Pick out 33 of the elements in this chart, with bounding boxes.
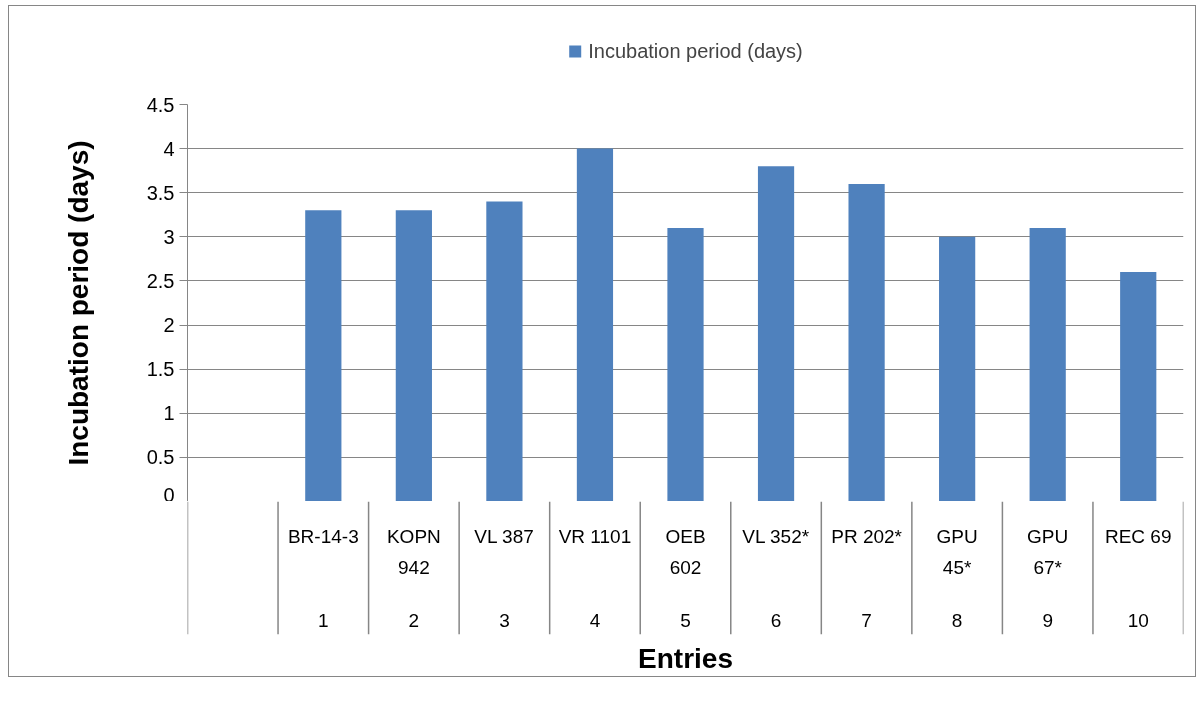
x-axis-title: Entries [638, 642, 733, 674]
y-tick-label: 1.5 [146, 358, 175, 381]
y-axis-title: Incubation period (days) [62, 140, 94, 466]
category-label: VR 1101 4 [558, 526, 632, 631]
y-tick-label: 0 [163, 483, 175, 506]
category-label: KOPN 942 2 [386, 526, 441, 631]
bar [1029, 228, 1066, 501]
category-label: VL 352* 6 [742, 526, 810, 631]
y-tick-label: 4.5 [146, 93, 175, 116]
y-tick-label: 2 [163, 314, 175, 337]
bar [757, 166, 795, 501]
legend-label: Incubation period (days) [588, 39, 803, 63]
bar [667, 228, 704, 501]
category-label: VL 387 3 [474, 526, 534, 631]
y-tick-label: 3 [163, 225, 175, 248]
bar [305, 210, 342, 501]
bar [486, 201, 523, 501]
bar [939, 236, 976, 501]
y-tick-label: 3.5 [146, 181, 175, 204]
category-label: GPU 67* 9 [1027, 526, 1069, 631]
category-label: PR 202* 7 [831, 526, 902, 631]
y-tick-label: 0.5 [146, 446, 175, 469]
y-tick-label: 1 [163, 402, 175, 425]
category-label: OEB 602 5 [665, 526, 706, 631]
category-label: REC 69 10 [1104, 526, 1172, 631]
bar [395, 210, 432, 501]
y-tick-label: 4 [163, 137, 175, 160]
bar [576, 148, 614, 501]
category-label: GPU 45* 8 [936, 526, 978, 631]
y-tick-label: 2.5 [146, 269, 175, 292]
category-label: BR-14-3 1 [287, 526, 359, 631]
bar [848, 183, 885, 501]
bar [1120, 272, 1157, 501]
